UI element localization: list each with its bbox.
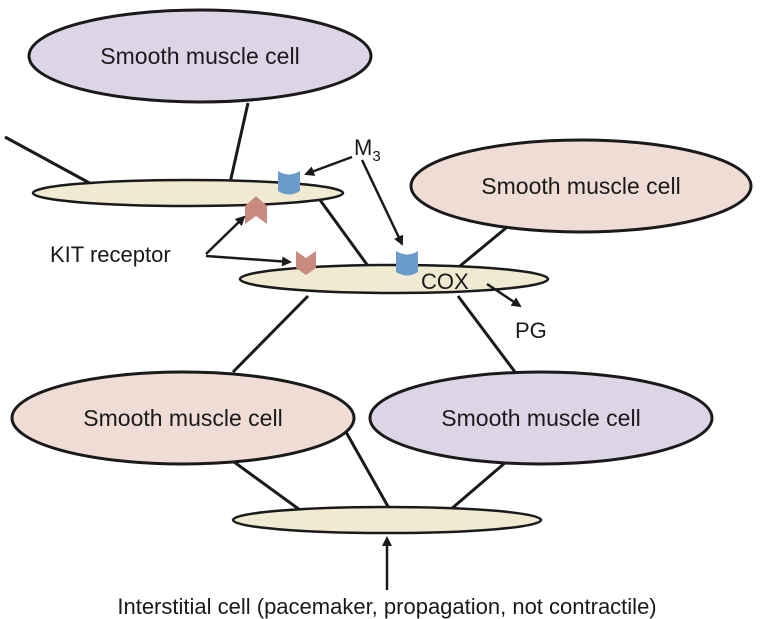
smooth-muscle-cell-label: Smooth muscle cell: [83, 405, 282, 431]
m3-receptor-icon: [278, 171, 300, 195]
arrow: [486, 282, 522, 308]
connection-line: [229, 457, 301, 512]
smooth-muscle-cell-label: Smooth muscle cell: [100, 43, 299, 69]
interstitial-cell-top: [31, 178, 345, 208]
connection-line: [318, 199, 370, 267]
smooth-muscle-cell-label: Smooth muscle cell: [441, 405, 640, 431]
kit-receptor-icon: [296, 251, 316, 275]
smooth-muscle-cell-label: Smooth muscle cell: [481, 173, 680, 199]
pg-label: PG: [515, 318, 547, 343]
smooth-muscle-cell-right: Smooth muscle cell: [409, 138, 753, 234]
arrow: [304, 155, 353, 176]
connection-line: [231, 294, 310, 374]
kit-receptor-label: KIT receptor: [50, 242, 171, 267]
connection-line: [456, 295, 517, 373]
connection-line: [459, 226, 507, 268]
interstitial-cell-bottom: [231, 505, 543, 535]
arrow: [360, 159, 404, 246]
smooth-muscle-cell-bottom-left: Smooth muscle cell: [10, 370, 356, 466]
smooth-muscle-cell-top: Smooth muscle cell: [27, 8, 373, 104]
smooth-muscle-cell-bottom-right: Smooth muscle cell: [368, 370, 714, 466]
connection-line: [228, 102, 250, 184]
m3-label-subscript: 3: [372, 148, 380, 165]
interstitial-cell-middle: [238, 263, 550, 295]
kit-receptor-icon: [245, 196, 267, 224]
connection-line: [449, 460, 507, 512]
m3-label-base: M: [354, 135, 372, 160]
cox-label: COX: [421, 269, 469, 294]
connection-line: [344, 431, 392, 511]
arrows: [205, 155, 522, 590]
cell-connections: [4, 102, 517, 512]
connection-line: [4, 135, 96, 188]
arrow: [205, 215, 246, 255]
m3-receptor-icon: [396, 251, 418, 276]
m3-label: M3: [354, 135, 381, 165]
arrow: [205, 254, 292, 267]
interstitial-cell-caption: Interstitial cell (pacemaker, propagatio…: [117, 594, 656, 619]
